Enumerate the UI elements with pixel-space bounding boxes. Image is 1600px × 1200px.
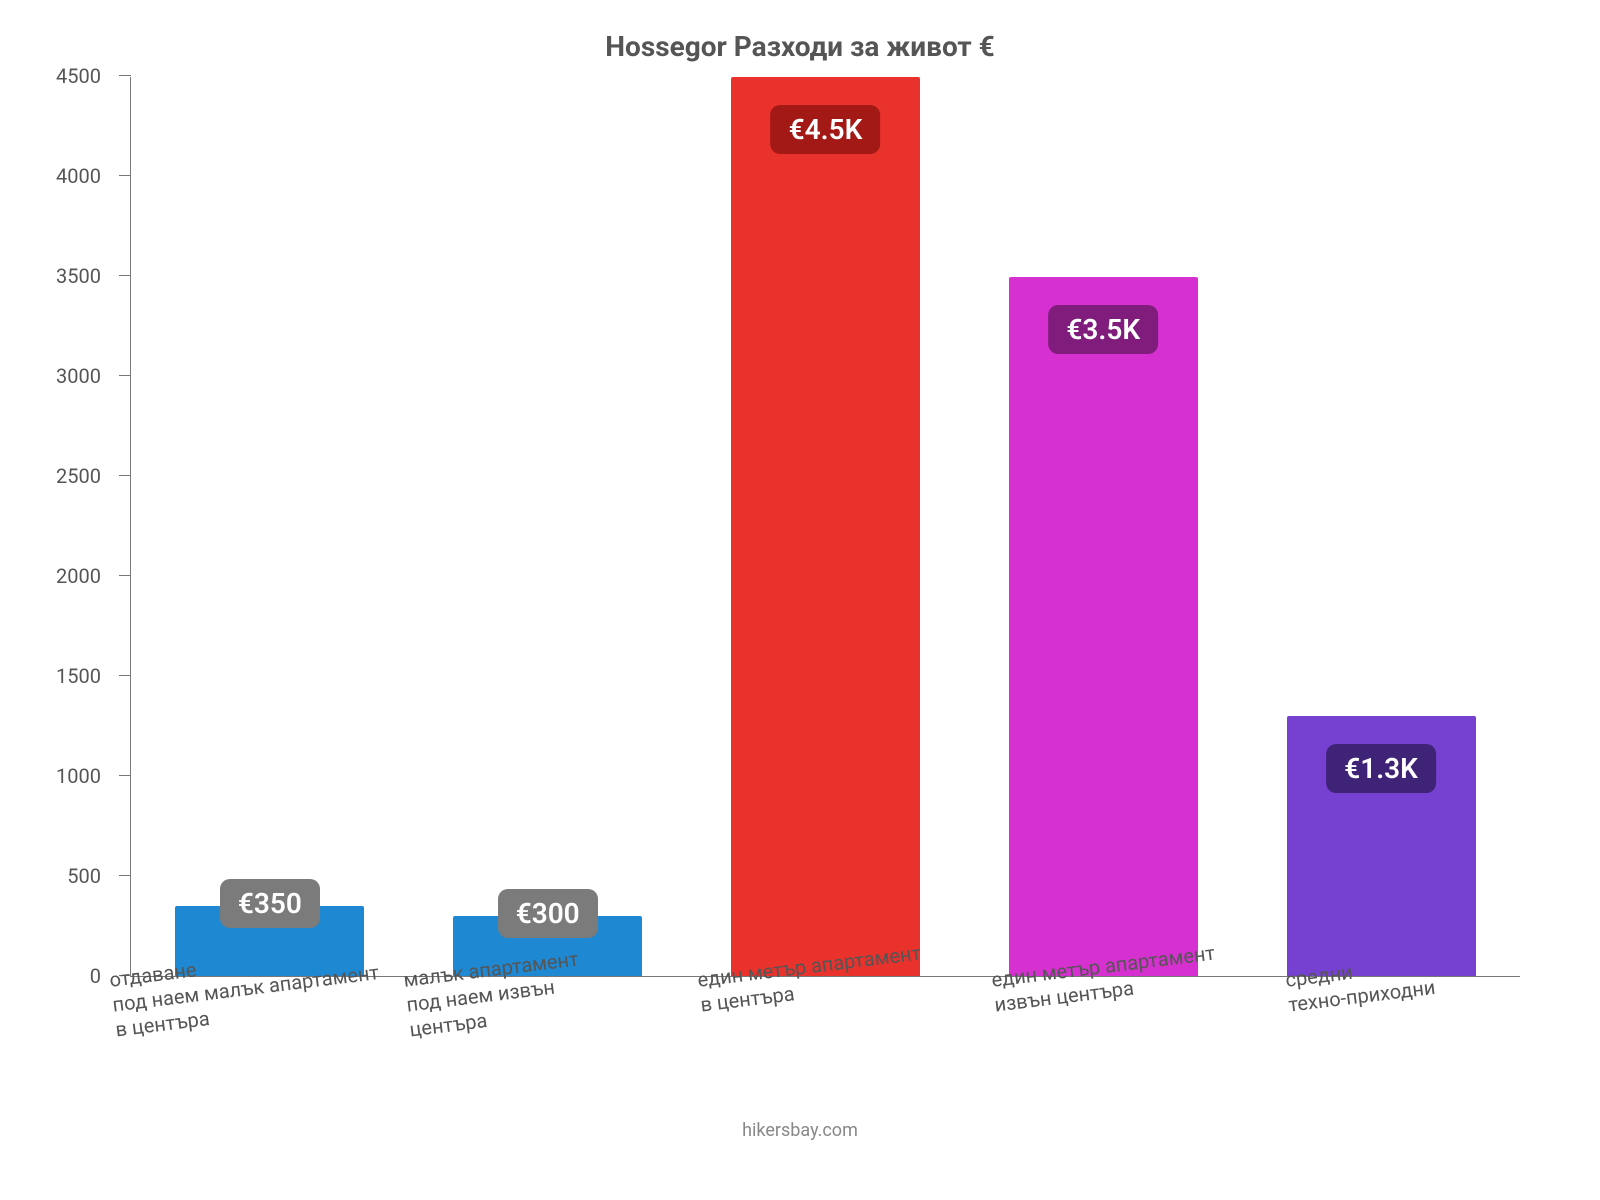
bar: €3.5K: [1009, 277, 1198, 976]
y-tick-label: 4000: [56, 164, 119, 188]
bar-slot: €350: [131, 77, 409, 976]
chart-title: Hossegor Разходи за живот €: [40, 30, 1560, 63]
bar-value-badge: €4.5K: [771, 105, 881, 154]
bar: €4.5K: [731, 77, 920, 976]
bar-value-badge: €350: [220, 879, 320, 928]
y-tick-label: 500: [67, 864, 119, 888]
y-tick-label: 2500: [56, 464, 119, 488]
y-tick: 500: [119, 875, 131, 876]
y-tick: 4500: [119, 75, 131, 76]
y-tick: 3000: [119, 375, 131, 376]
bar-value-badge: €3.5K: [1048, 305, 1158, 354]
y-tick-label: 3000: [56, 364, 119, 388]
bar-slot: €1.3K: [1242, 77, 1520, 976]
plot-area: €350€300€4.5K€3.5K€1.3K 0500100015002000…: [130, 77, 1520, 977]
y-tick: 1000: [119, 775, 131, 776]
y-tick: 2500: [119, 475, 131, 476]
bar-value-badge: €300: [498, 889, 598, 938]
bar: €1.3K: [1287, 716, 1476, 976]
y-tick-label: 4500: [56, 64, 119, 88]
bar-slot: €300: [409, 77, 687, 976]
y-tick-label: 1000: [56, 764, 119, 788]
y-tick-label: 2000: [56, 564, 119, 588]
y-tick-label: 3500: [56, 264, 119, 288]
bar-slot: €3.5K: [964, 77, 1242, 976]
y-tick-label: 1500: [56, 664, 119, 688]
chart-container: Hossegor Разходи за живот € €350 €300 €4.5…: [0, 0, 1600, 1200]
plot-frame: €350€300€4.5K€3.5K€1.3K 0500100015002000…: [130, 77, 1520, 977]
bar-value-badge: €1.3K: [1326, 744, 1436, 793]
y-tick: 2000: [119, 575, 131, 576]
bars-layer: €350 €300 €4.5K €3.5K €1.3K: [131, 77, 1520, 976]
bar-slot: €4.5K: [687, 77, 965, 976]
attribution-text: hikersbay.com: [0, 1120, 1600, 1141]
y-tick: 3500: [119, 275, 131, 276]
y-tick: 1500: [119, 675, 131, 676]
y-tick: 4000: [119, 175, 131, 176]
